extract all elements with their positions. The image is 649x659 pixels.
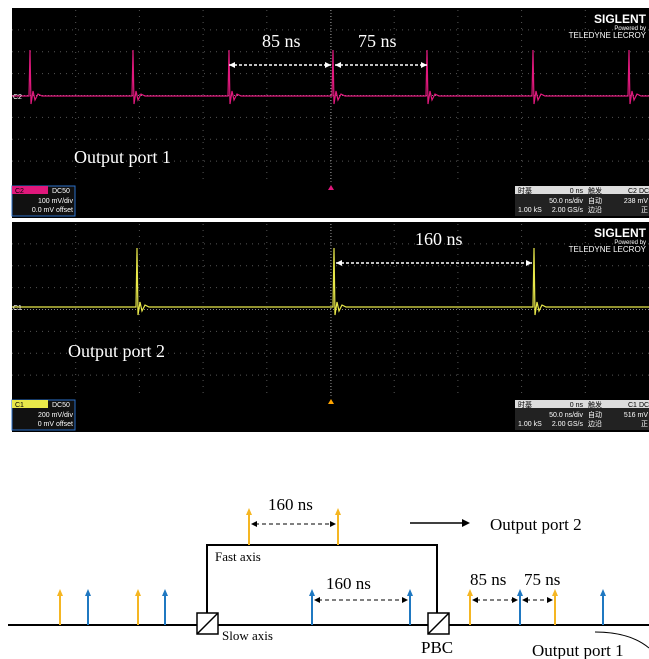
arrowhead [522, 597, 528, 603]
vendor: TELEDYNE LECROY [569, 245, 647, 254]
channel-name: C2 [15, 188, 24, 195]
port-label: Output port 1 [74, 147, 171, 167]
arrowhead [547, 597, 553, 603]
brand: SIGLENT [594, 12, 647, 26]
pulse-arrowhead [467, 589, 473, 596]
readout: C2 [628, 188, 637, 195]
offset: 0.0 mV offset [32, 207, 73, 214]
interval-label: 160 ns [415, 229, 463, 249]
pulse-arrowhead [57, 589, 63, 596]
brand: SIGLENT [594, 226, 647, 240]
readout: 自动 [588, 410, 602, 419]
readout: 1.00 kS [518, 207, 542, 214]
readout: 边沿 [588, 205, 602, 214]
readout: 触发 [588, 400, 602, 409]
arrowhead [330, 521, 336, 527]
offset: 0 mV offset [38, 421, 73, 428]
readout: C1 [628, 402, 637, 409]
pulse-arrowhead [600, 589, 606, 596]
readout: 2.00 GS/s [552, 207, 584, 214]
readout: 2.00 GS/s [552, 421, 584, 428]
arrowhead [462, 519, 470, 527]
coupling: DC50 [52, 402, 70, 409]
label: Output port 2 [490, 515, 582, 534]
pulse-arrowhead [162, 589, 168, 596]
port-label: Output port 2 [68, 341, 165, 361]
channel-marker: C2 [13, 94, 22, 101]
readout: DC [639, 188, 649, 195]
pulse-arrowhead [407, 589, 413, 596]
readout: 边沿 [588, 419, 602, 428]
arrowhead [314, 597, 320, 603]
readout: 0 ns [570, 402, 584, 409]
label: 160 ns [268, 495, 313, 514]
scale: 100 mV/div [38, 198, 74, 205]
readout: 正 [641, 420, 648, 428]
pulse-arrowhead [335, 508, 341, 515]
arrowhead [402, 597, 408, 603]
pulse-arrowhead [85, 589, 91, 596]
readout: 1.00 kS [518, 421, 542, 428]
pulse-arrowhead [135, 589, 141, 596]
arrowhead [251, 521, 257, 527]
pulse-arrowhead [552, 589, 558, 596]
readout: 50.0 ns/div [549, 412, 583, 419]
channel-name: C1 [15, 402, 24, 409]
readout: 触发 [588, 186, 602, 195]
label: Output port 1 [532, 641, 624, 659]
readout: 时基 [518, 400, 532, 409]
readout: 时基 [518, 186, 532, 195]
channel-marker: C1 [13, 305, 22, 312]
vendor: TELEDYNE LECROY [569, 31, 647, 40]
label: 75 ns [524, 570, 560, 589]
diagram: 160 ns Output port 2 Fast axis 160 ns 85… [8, 495, 649, 659]
label: Slow axis [222, 628, 273, 643]
readout: 正 [641, 206, 648, 214]
arrowhead [512, 597, 518, 603]
readout: 0 ns [570, 188, 584, 195]
arrowhead [472, 597, 478, 603]
pulse-arrowhead [246, 508, 252, 515]
readout: 516 mV [624, 412, 648, 419]
scale: 200 mV/div [38, 412, 74, 419]
readout: 50.0 ns/div [549, 198, 583, 205]
pulse-arrowhead [309, 589, 315, 596]
label: 85 ns [470, 570, 506, 589]
figure: C2SIGLENTPowered byTELEDYNE LECROY85 ns7… [0, 0, 649, 659]
readout: 238 mV [624, 198, 648, 205]
readout: 自动 [588, 196, 602, 205]
interval-label: 75 ns [358, 31, 397, 51]
pulse-arrowhead [517, 589, 523, 596]
label: PBC [421, 638, 453, 657]
label: Fast axis [215, 549, 261, 564]
interval-label: 85 ns [262, 31, 301, 51]
coupling: DC50 [52, 188, 70, 195]
readout: DC [639, 402, 649, 409]
label: 160 ns [326, 574, 371, 593]
